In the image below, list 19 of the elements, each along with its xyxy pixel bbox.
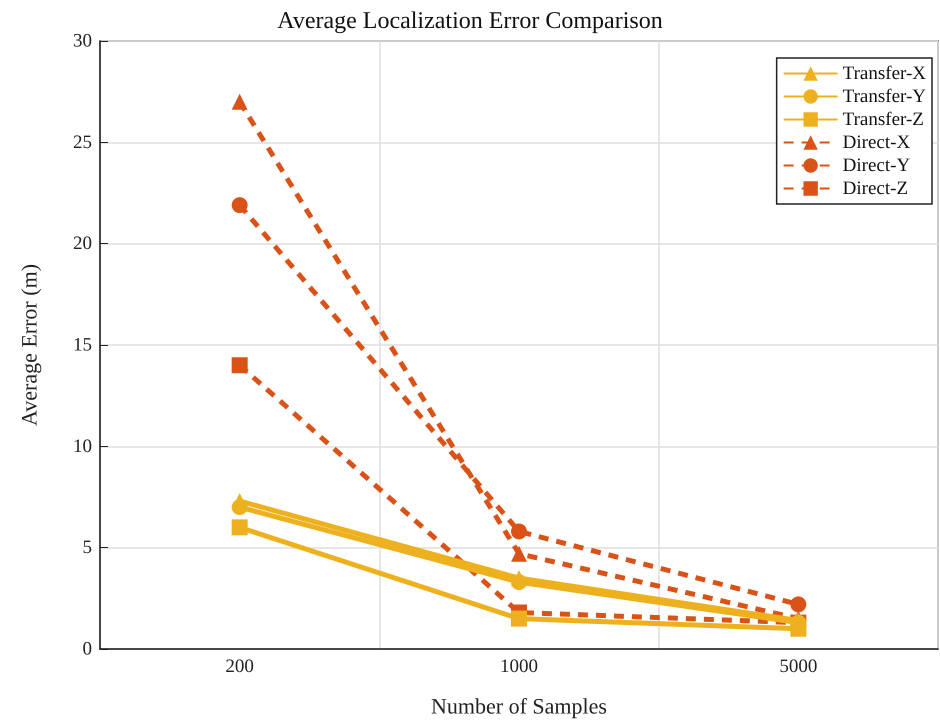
y-tick-label: 5 bbox=[82, 537, 92, 558]
chart-title: Average Localization Error Comparison bbox=[277, 8, 663, 34]
x-tick-label: 200 bbox=[225, 656, 254, 677]
legend-label: Direct-Z bbox=[842, 178, 908, 199]
y-tick-label: 0 bbox=[82, 638, 92, 660]
legend-label: Transfer-Y bbox=[842, 86, 926, 107]
legend-label: Transfer-X bbox=[842, 63, 926, 84]
legend-label: Direct-Y bbox=[842, 155, 910, 176]
x-tick-label: 5000 bbox=[779, 656, 818, 677]
y-axis-title: Average Error (m) bbox=[16, 264, 42, 426]
y-tick-label: 25 bbox=[73, 132, 92, 153]
legend-label: Direct-X bbox=[842, 132, 910, 153]
y-tick-label: 10 bbox=[73, 436, 92, 457]
x-tick-label: 1000 bbox=[500, 656, 538, 677]
x-axis-title: Number of Samples bbox=[431, 694, 607, 718]
legend-label: Transfer-Z bbox=[842, 109, 924, 130]
y-tick-label: 30 bbox=[73, 30, 92, 52]
y-tick-label: 20 bbox=[73, 233, 92, 254]
y-tick-label: 15 bbox=[73, 334, 92, 356]
